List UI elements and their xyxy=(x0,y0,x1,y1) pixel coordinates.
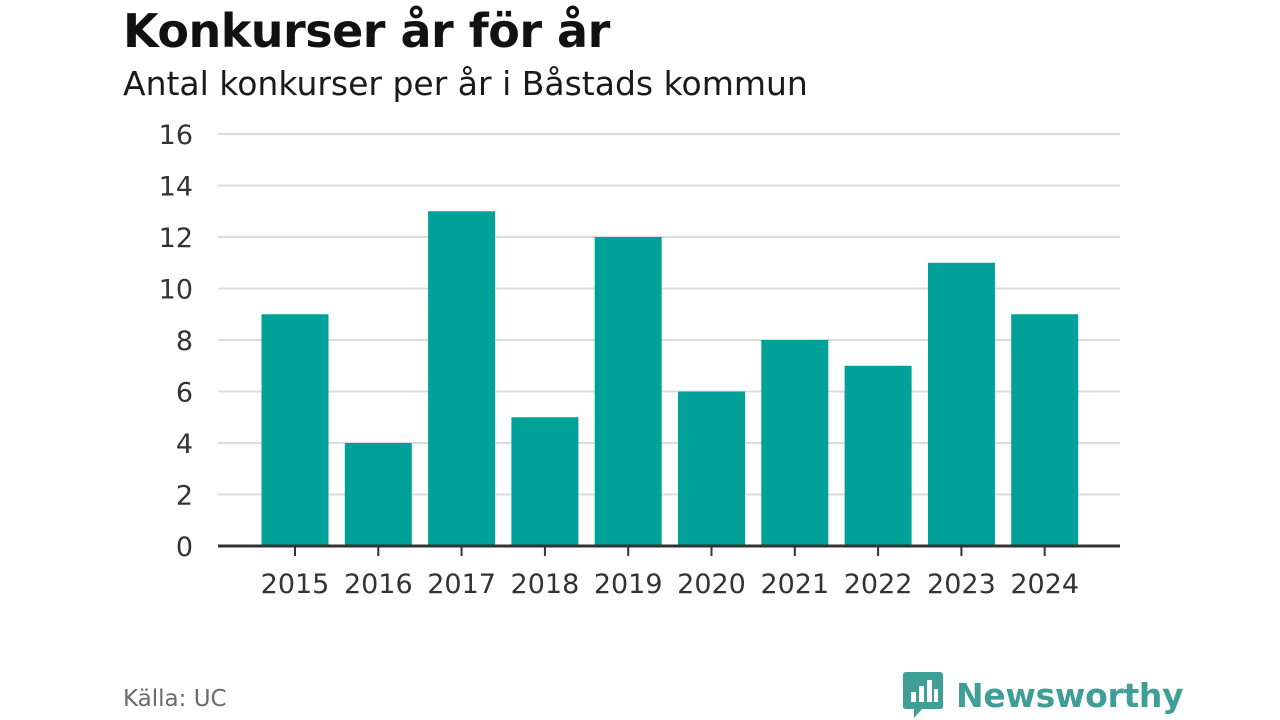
bar-2021 xyxy=(761,340,829,546)
x-tick-label: 2021 xyxy=(760,569,829,600)
y-tick-label: 6 xyxy=(176,378,193,409)
tick-labels: 0 2 4 6 8 10 12 14 16 2015 2016 2017 2018 2019 2020 202… xyxy=(159,120,1079,600)
bars xyxy=(261,211,1079,546)
bar-2024 xyxy=(1011,314,1079,546)
axes xyxy=(218,544,1120,556)
x-tick-label: 2023 xyxy=(927,569,996,600)
bar-2023 xyxy=(927,262,995,546)
y-tick-label: 4 xyxy=(176,429,193,460)
source-note: Källa: UC xyxy=(123,686,227,712)
brand-name: Newsworthy xyxy=(956,675,1184,715)
y-tick-label: 16 xyxy=(159,120,193,151)
bar-2022 xyxy=(844,365,912,546)
bar-2015 xyxy=(261,314,329,546)
bar-2016 xyxy=(344,443,412,546)
y-tick-label: 12 xyxy=(159,223,193,254)
x-tick-label: 2024 xyxy=(1010,569,1079,600)
y-tick-label: 8 xyxy=(176,326,193,357)
chart-subtitle: Antal konkurser per år i Båstads kommun xyxy=(123,64,808,103)
bar-2019 xyxy=(594,237,662,546)
x-tick-label: 2020 xyxy=(677,569,746,600)
x-tick-label: 2017 xyxy=(427,569,496,600)
y-tick-label: 14 xyxy=(159,172,193,203)
x-tick-label: 2015 xyxy=(261,569,330,600)
y-tick-label: 2 xyxy=(176,481,193,512)
bar-2017 xyxy=(428,211,496,546)
x-tick-label: 2022 xyxy=(844,569,913,600)
y-tick-label: 0 xyxy=(176,532,193,563)
bar-chart-speech-bubble-icon xyxy=(903,672,943,718)
chart-title: Konkurser år för år xyxy=(123,4,610,58)
bar-2020 xyxy=(678,391,745,546)
brand-logo: Newsworthy xyxy=(902,670,1184,720)
y-tick-label: 10 xyxy=(159,275,193,306)
x-tick-label: 2019 xyxy=(594,569,663,600)
x-tick-label: 2018 xyxy=(511,569,580,600)
x-tick-label: 2016 xyxy=(344,569,413,600)
bar-2018 xyxy=(511,417,579,546)
